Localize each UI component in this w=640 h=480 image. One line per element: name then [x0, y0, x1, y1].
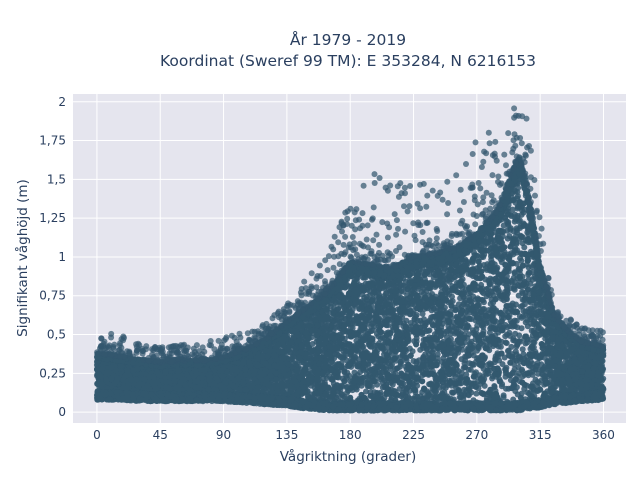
data-point	[463, 371, 470, 378]
chart-title-line2: Koordinat (Sweref 99 TM): E 353284, N 62…	[160, 52, 536, 70]
data-point	[521, 244, 528, 251]
chart-title-line1: År 1979 - 2019	[290, 30, 406, 49]
data-point	[488, 250, 494, 257]
data-points	[93, 105, 607, 414]
data-point	[467, 297, 474, 304]
data-point	[473, 390, 480, 397]
data-point	[449, 293, 455, 300]
